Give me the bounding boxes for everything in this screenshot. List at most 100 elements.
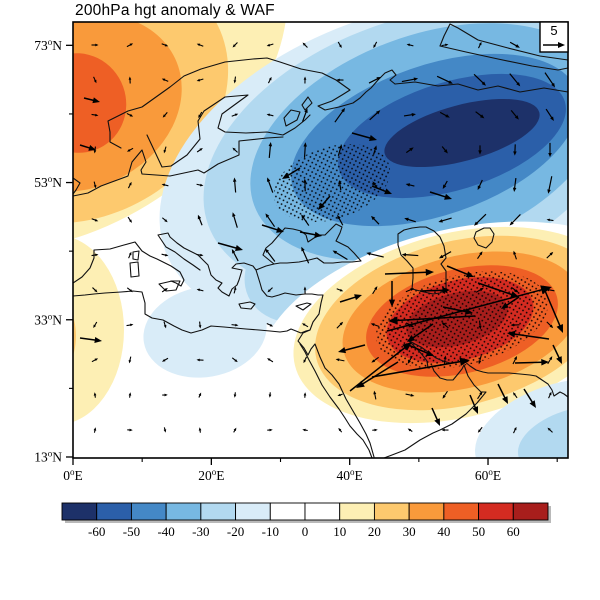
waf-arrow xyxy=(337,147,342,156)
waf-arrow xyxy=(436,75,451,83)
waf-arrow xyxy=(477,253,482,260)
waf-strong-arrow xyxy=(261,224,279,231)
waf-arrow-head xyxy=(128,251,132,256)
waf-strong-arrow xyxy=(542,285,561,327)
island-cyprus xyxy=(295,302,312,311)
waf-arrow xyxy=(546,253,552,259)
waf-arrow xyxy=(513,177,517,189)
waf-arrow-head xyxy=(130,323,134,327)
coastline-england xyxy=(73,177,81,195)
waf-arrow-head xyxy=(302,42,306,46)
waf-strong-arrow xyxy=(79,144,91,149)
waf-arrow xyxy=(509,73,519,85)
coastline-scandinavia-north xyxy=(107,57,397,149)
waf-arrow-head xyxy=(548,391,552,396)
waf-arrow-head xyxy=(200,253,204,257)
waf-arrow xyxy=(439,111,448,117)
waf-strong-arrow xyxy=(469,394,477,409)
waf-arrow-head xyxy=(94,218,99,222)
waf-arrow-head xyxy=(445,43,449,47)
coastline-north-africa xyxy=(73,290,311,334)
waf-arrow xyxy=(478,320,481,327)
waf-arrow-head xyxy=(556,324,563,333)
waf-arrow xyxy=(234,180,237,193)
waf-arrow-head xyxy=(234,113,239,117)
colorbar-cell xyxy=(235,502,271,521)
waf-arrow xyxy=(334,251,348,261)
waf-arrow-head xyxy=(233,427,237,432)
waf-arrow xyxy=(302,111,307,122)
waf-arrow-head xyxy=(477,185,482,191)
waf-arrow-head xyxy=(550,116,554,121)
waf-arrow-head xyxy=(129,428,133,432)
colorbar-cell xyxy=(443,502,480,521)
waf-arrow-head xyxy=(514,355,518,360)
waf-arrow xyxy=(511,286,517,292)
waf-arrow-head xyxy=(339,288,344,292)
waf-arrow-head xyxy=(129,113,134,117)
coastline-arabia-east xyxy=(383,339,487,458)
waf-arrow xyxy=(338,359,345,362)
waf-arrow-head xyxy=(268,76,272,81)
waf-arrow xyxy=(405,393,412,396)
reference-vector-frame xyxy=(539,21,569,53)
waf-arrow-head xyxy=(303,76,307,80)
waf-arrow-head xyxy=(196,78,201,82)
waf-arrow-head xyxy=(547,189,551,194)
waf-arrow-head xyxy=(268,142,273,147)
waf-arrow xyxy=(475,111,483,117)
waf-arrow-head xyxy=(93,392,97,396)
colorbar-cell xyxy=(512,502,549,521)
waf-arrow-head xyxy=(438,254,444,259)
waf-strong-arrow xyxy=(79,337,96,341)
colorbar: -60 -50 -40 -30 -20 -10 0 10 20 30 40 50 60 xyxy=(61,502,551,539)
waf-arrow-head xyxy=(371,215,376,221)
waf-arrow-head xyxy=(303,142,307,147)
colorbar-tick-label: -50 xyxy=(123,524,140,539)
lat-tick-label: 73oN xyxy=(34,37,62,53)
waf-arrow-head xyxy=(303,392,307,396)
waf-arrow-head xyxy=(513,426,517,431)
waf-arrow-head xyxy=(481,81,486,86)
colorbar-tick-label: -60 xyxy=(88,524,105,539)
waf-arrow-head xyxy=(479,114,485,119)
waf-arrow-head xyxy=(338,347,347,354)
waf-arrow-head xyxy=(164,253,169,257)
waf-arrow-head xyxy=(88,145,96,151)
waf-arrow-head xyxy=(233,80,237,84)
waf-arrow-head xyxy=(336,78,340,82)
waf-arrow-head xyxy=(366,252,371,256)
waf-arrow-head xyxy=(441,428,445,432)
colorbar-tick-label: 50 xyxy=(472,524,485,539)
coastline-adriatic-greece xyxy=(157,232,275,297)
waf-arrow-head xyxy=(374,428,378,432)
waf-arrow-head xyxy=(269,428,273,432)
waf-arrow-head xyxy=(510,323,515,327)
reference-vector-value: 5 xyxy=(550,23,557,38)
waf-strong-arrow xyxy=(514,361,543,364)
waf-arrow xyxy=(266,215,276,228)
waf-arrow-head xyxy=(512,392,516,396)
waf-arrow-head xyxy=(95,253,99,257)
coastline-black-sea xyxy=(262,223,362,265)
waf-arrow xyxy=(405,288,412,293)
waf-strong-arrow xyxy=(396,315,476,322)
waf-arrow-head xyxy=(507,330,516,338)
waf-arrow-head xyxy=(282,172,290,179)
lon-tick-label: 20oE xyxy=(198,467,224,483)
waf-arrow-head xyxy=(478,360,482,365)
waf-arrow-head xyxy=(341,107,346,113)
waf-arrow-head xyxy=(464,308,473,315)
waf-arrow-head xyxy=(404,217,409,222)
waf-vector-grid xyxy=(91,41,556,434)
coastline-turkey-levant xyxy=(255,269,375,458)
waf-arrow xyxy=(198,217,203,226)
waf-arrow-head xyxy=(478,325,482,330)
waf-strong-arrow xyxy=(446,265,469,276)
waf-arrow xyxy=(267,180,274,193)
waf-arrow-head xyxy=(401,252,407,257)
colorbar-tick-label: -10 xyxy=(262,524,279,539)
waf-arrow-head xyxy=(232,177,237,182)
waf-arrow-head xyxy=(376,76,381,81)
waf-strong-arrow xyxy=(513,333,550,340)
